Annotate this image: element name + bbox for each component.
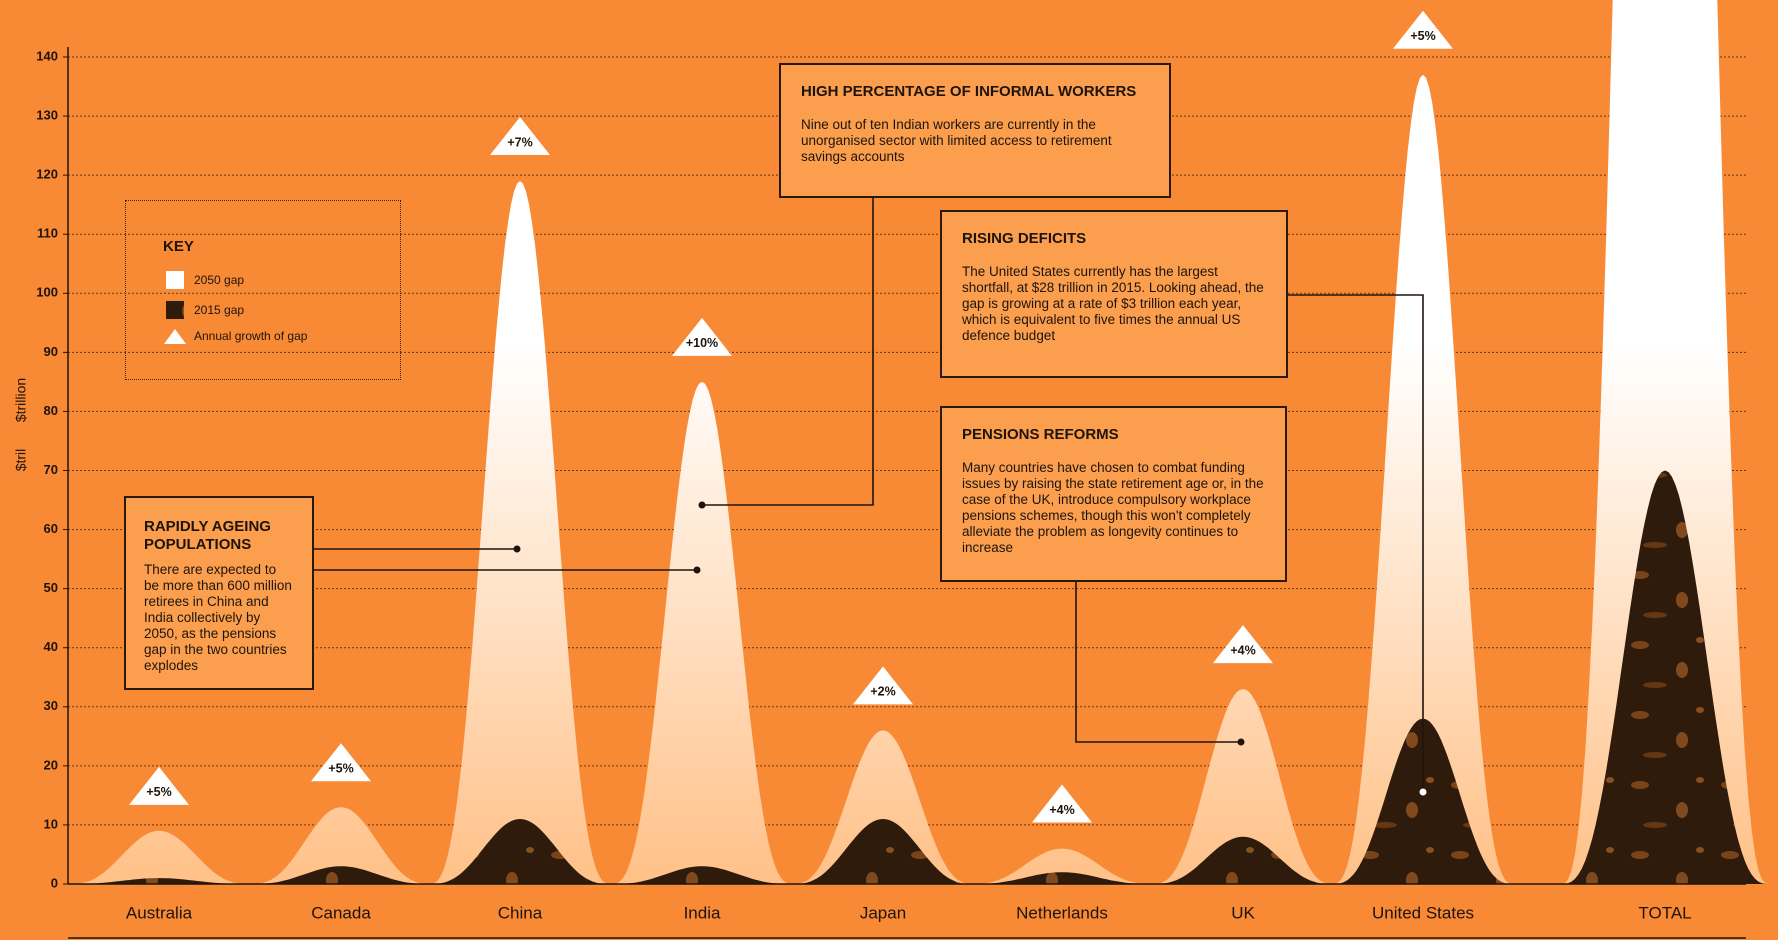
annotation-title: HIGH PERCENTAGE OF INFORMAL WORKERS bbox=[801, 83, 1137, 100]
y-tick-label: 110 bbox=[37, 226, 58, 241]
y-tick-label: 70 bbox=[44, 462, 58, 477]
growth-triangle bbox=[1032, 784, 1092, 823]
growth-label: +4% bbox=[1049, 803, 1074, 817]
y-tick-label: 80 bbox=[44, 403, 58, 418]
y-tick-label: 40 bbox=[44, 639, 58, 654]
annotation-title: PENSIONS REFORMS bbox=[962, 426, 1119, 443]
y-axis-label: $tril bbox=[13, 449, 29, 472]
gap-2015 bbox=[792, 819, 974, 884]
x-tick-label: United States bbox=[1372, 903, 1474, 922]
y-tick-label: 10 bbox=[44, 816, 58, 831]
x-tick-label: TOTAL bbox=[1638, 903, 1691, 922]
gap-2050 bbox=[429, 181, 611, 885]
growth-label: +5% bbox=[328, 762, 353, 776]
y-tick-label: 60 bbox=[44, 521, 58, 536]
legend-swatch bbox=[166, 271, 184, 289]
growth-label: +4% bbox=[1230, 643, 1255, 657]
y-tick-label: 30 bbox=[44, 698, 58, 713]
x-tick-label: Canada bbox=[311, 903, 371, 922]
annotation-text: There are expected to be more than 600 m… bbox=[144, 562, 292, 673]
gap-2015 bbox=[1152, 836, 1334, 884]
y-tick-label: 20 bbox=[44, 757, 58, 772]
gap-2050 bbox=[250, 807, 432, 884]
x-tick-label: Australia bbox=[126, 903, 193, 922]
annotation-text: Nine out of ten Indian workers are curre… bbox=[801, 117, 1112, 164]
gap-2015 bbox=[429, 819, 611, 884]
legend-entry: 2050 gap bbox=[194, 273, 244, 287]
y-tick-label: 130 bbox=[36, 108, 58, 123]
y-axis-label: $trillion bbox=[13, 378, 29, 422]
gap-2015 bbox=[68, 878, 250, 884]
gap-2015 bbox=[971, 872, 1153, 884]
growth-triangle bbox=[490, 117, 550, 156]
legend-swatch bbox=[166, 301, 184, 319]
y-tick-label: 50 bbox=[44, 580, 58, 595]
gap-2050 bbox=[1561, 0, 1769, 884]
annotation-text: The United States currently has the larg… bbox=[962, 264, 1264, 343]
annotation-title: RAPIDLY AGEING POPULATIONS bbox=[144, 518, 271, 553]
legend-triangle bbox=[164, 329, 186, 344]
growth-triangle bbox=[311, 743, 371, 782]
growth-label: +10% bbox=[686, 336, 718, 350]
x-tick-label: UK bbox=[1231, 903, 1255, 922]
gap-2050 bbox=[792, 730, 974, 884]
annotation-box: PENSIONS REFORMS Many countries have cho… bbox=[940, 406, 1287, 582]
gap-2015 bbox=[1332, 718, 1514, 884]
x-tick-label: Netherlands bbox=[1016, 903, 1108, 922]
gap-2015 bbox=[611, 866, 793, 884]
x-tick-label: Japan bbox=[860, 903, 906, 922]
y-tick-label: 100 bbox=[36, 285, 58, 300]
y-tick-label: 90 bbox=[44, 344, 58, 359]
gap-2050 bbox=[611, 381, 793, 884]
x-tick-label: China bbox=[498, 903, 543, 922]
gap-2015 bbox=[1561, 470, 1769, 884]
growth-triangle bbox=[129, 766, 189, 805]
annotation-title: RISING DEFICITS bbox=[962, 230, 1087, 247]
gap-2050 bbox=[971, 848, 1153, 884]
y-tick-label: 140 bbox=[36, 48, 58, 63]
growth-triangle bbox=[1393, 10, 1453, 49]
y-tick-label: 0 bbox=[51, 875, 58, 890]
gap-2050 bbox=[1152, 689, 1334, 884]
annotation-box: HIGH PERCENTAGE OF INFORMAL WORKERS Nine… bbox=[779, 63, 1171, 198]
legend-icons: KEY 2050 gap 2015 gap Annual growth of g… bbox=[163, 238, 308, 344]
gap-2015 bbox=[250, 866, 432, 884]
legend-entry: Annual growth of gap bbox=[194, 329, 308, 343]
x-tick-label: India bbox=[684, 903, 721, 922]
growth-label: +5% bbox=[1410, 29, 1435, 43]
legend-title: KEY bbox=[163, 238, 194, 255]
y-tick-label: 120 bbox=[36, 167, 58, 182]
growth-triangle bbox=[853, 666, 913, 705]
annotation-box: RISING DEFICITS The United States curren… bbox=[940, 210, 1288, 378]
growth-label: +2% bbox=[870, 685, 895, 699]
annotation-box: RAPIDLY AGEING POPULATIONS There are exp… bbox=[124, 496, 314, 690]
growth-label: +5% bbox=[146, 785, 171, 799]
annotation-text: Many countries have chosen to combat fun… bbox=[962, 460, 1264, 555]
legend-entry: 2015 gap bbox=[194, 303, 244, 317]
gap-2050 bbox=[68, 830, 250, 884]
growth-label: +7% bbox=[507, 135, 532, 149]
legend: KEY 2050 gap 2015 gap Annual growth of g… bbox=[125, 200, 401, 380]
